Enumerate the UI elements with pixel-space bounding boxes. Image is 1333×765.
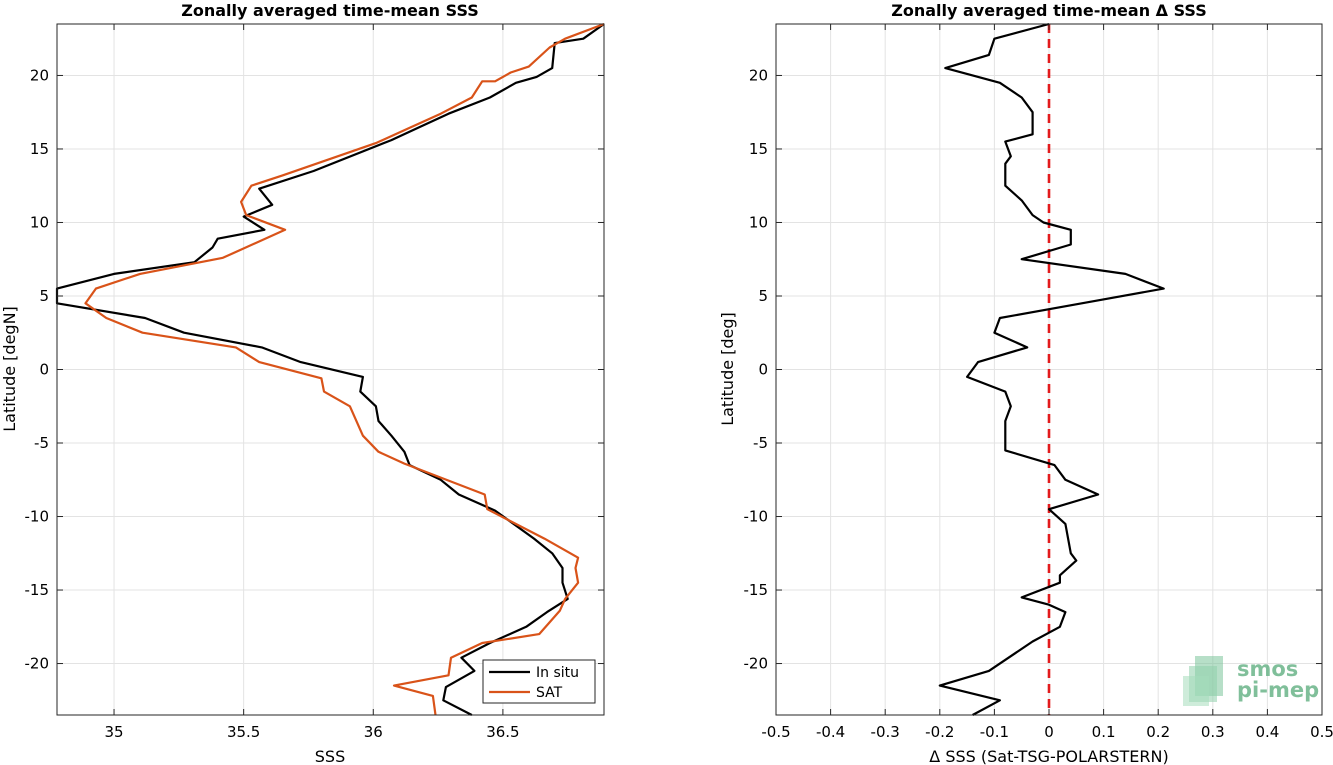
y-tick-label: 20: [30, 66, 49, 84]
series-layer: [938, 22, 1165, 716]
y-tick-label: 15: [749, 140, 768, 158]
x-tick-label: -0.1: [980, 723, 1009, 741]
x-tick-label: 36: [364, 723, 383, 741]
y-tick-label: 10: [30, 213, 49, 231]
x-axis-label: Δ SSS (Sat-TSG-POLARSTERN): [929, 747, 1168, 765]
delta-sss-chart: smos pi-mep -0.5 -0.4 -0.3 -0.2 -0.1 0 0.1 0.2 0…: [718, 1, 1333, 765]
y-tick-label: 5: [39, 287, 49, 305]
series-line-sat: [84, 22, 605, 716]
legend-label-sat: SAT: [536, 685, 563, 701]
y-tick-label: 0: [758, 361, 768, 379]
x-tick-label: -0.5: [761, 723, 790, 741]
y-tick-label: 10: [749, 213, 768, 231]
smos-logo-icon: [1183, 656, 1223, 706]
sss-chart: 35 35.5 36 36.5 -20 -15 -10 -5 0 5 10 15 20 Zonally …: [0, 1, 605, 765]
x-tick-label: 35: [104, 723, 123, 741]
x-tick-label: -0.3: [871, 723, 900, 741]
y-tick-label: -5: [753, 434, 768, 452]
x-tick-label: 35.5: [227, 723, 260, 741]
x-tick-label: 0.5: [1310, 723, 1333, 741]
tick-labels: -0.5 -0.4 -0.3 -0.2 -0.1 0 0.1 0.2 0.3 0.4 0.5 -20 -…: [744, 66, 1333, 741]
legend-label-in-situ: In situ: [536, 665, 579, 681]
chart-title: Zonally averaged time-mean SSS: [181, 1, 479, 20]
watermark: smos pi-mep: [1183, 656, 1319, 706]
x-tick-label: 0: [1044, 723, 1054, 741]
y-tick-label: 20: [749, 66, 768, 84]
legend-box: [482, 659, 596, 704]
x-tick-label: 36.5: [486, 723, 519, 741]
x-axis-label: SSS: [315, 747, 345, 765]
tick-marks: [775, 24, 1323, 715]
y-axis-label: Latitude [degN]: [0, 306, 19, 432]
watermark-line1: smos: [1237, 657, 1298, 681]
x-tick-label: 0.4: [1255, 723, 1279, 741]
y-tick-label: -10: [25, 508, 50, 526]
y-axis-label: Latitude [deg]: [718, 312, 737, 426]
y-tick-label: -20: [25, 655, 50, 673]
y-tick-label: -10: [744, 508, 769, 526]
y-tick-label: 15: [30, 140, 49, 158]
legend: In situ SAT: [482, 659, 596, 704]
y-tick-label: -15: [25, 581, 50, 599]
series-layer: [55, 22, 605, 716]
x-tick-label: 0.2: [1146, 723, 1170, 741]
series-line-in-situ: [55, 23, 605, 716]
tick-marks: [57, 24, 604, 715]
y-tick-label: -5: [34, 434, 49, 452]
y-tick-label: -20: [744, 655, 769, 673]
x-tick-label: 0.3: [1201, 723, 1225, 741]
grid-lines: [57, 24, 604, 715]
y-tick-label: 5: [758, 287, 768, 305]
series-line-delta-sss: [938, 22, 1165, 716]
watermark-line2: pi-mep: [1237, 678, 1319, 702]
x-tick-label: -0.2: [925, 723, 954, 741]
tick-labels: 35 35.5 36 36.5 -20 -15 -10 -5 0 5 10 15 20: [25, 66, 520, 741]
y-tick-label: 0: [39, 361, 49, 379]
x-tick-label: 0.1: [1092, 723, 1116, 741]
x-tick-label: -0.4: [816, 723, 845, 741]
y-tick-label: -15: [744, 581, 769, 599]
chart-title: Zonally averaged time-mean Δ SSS: [891, 1, 1207, 20]
